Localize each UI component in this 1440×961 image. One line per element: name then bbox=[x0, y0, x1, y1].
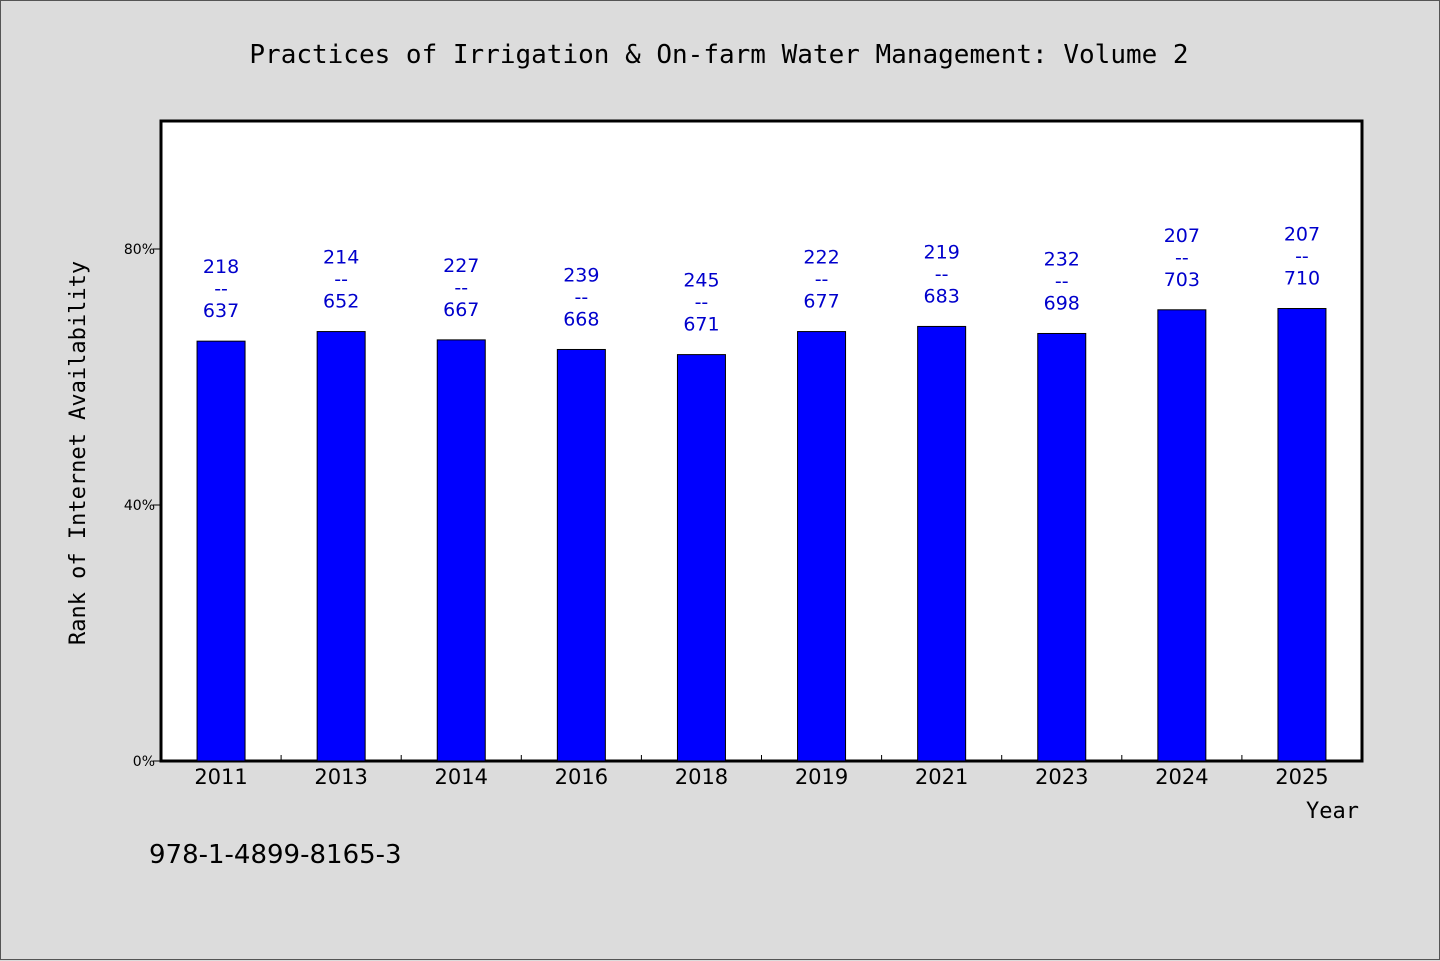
x-tick-label: 2025 bbox=[1275, 765, 1328, 789]
bar-2011 bbox=[196, 340, 246, 762]
data-label-bottom: 683 bbox=[924, 285, 960, 307]
x-tick-label: 2021 bbox=[915, 765, 968, 789]
data-label-separator: -- bbox=[454, 277, 468, 299]
data-label-top: 207 bbox=[1284, 224, 1320, 246]
data-label-top: 207 bbox=[1164, 225, 1200, 247]
y-axis-ticks: 0% 40% 80% bbox=[124, 242, 161, 770]
x-tick-label: 2019 bbox=[795, 765, 848, 789]
data-label-top: 232 bbox=[1044, 248, 1080, 270]
data-label-separator: -- bbox=[1175, 247, 1189, 269]
bars bbox=[196, 308, 1327, 762]
bar-2019 bbox=[797, 331, 847, 762]
data-label-bottom: 652 bbox=[323, 291, 359, 313]
data-labels: 218--637214--652227--667239--668245--671… bbox=[203, 224, 1320, 336]
data-label-separator: -- bbox=[1055, 270, 1069, 292]
data-label-separator: -- bbox=[334, 269, 348, 291]
data-label-top: 227 bbox=[443, 255, 479, 277]
data-label-separator: -- bbox=[214, 278, 228, 300]
x-tick-label: 2023 bbox=[1035, 765, 1088, 789]
isbn-text: 978-1-4899-8165-3 bbox=[149, 840, 402, 870]
x-tick-label: 2018 bbox=[675, 765, 728, 789]
data-label-top: 245 bbox=[683, 270, 719, 292]
data-label-separator: -- bbox=[574, 286, 588, 308]
bar-2018 bbox=[676, 354, 726, 762]
y-tick-label: 0% bbox=[133, 754, 155, 770]
data-label-bottom: 703 bbox=[1164, 269, 1200, 291]
data-label-top: 218 bbox=[203, 256, 239, 278]
data-label-top: 214 bbox=[323, 247, 359, 269]
y-tick-label: 80% bbox=[124, 242, 155, 258]
data-label-bottom: 668 bbox=[563, 308, 599, 330]
x-axis-label: Year bbox=[1306, 799, 1359, 824]
data-label-bottom: 710 bbox=[1284, 268, 1320, 290]
data-label-bottom: 698 bbox=[1044, 292, 1080, 314]
data-label-top: 219 bbox=[924, 241, 960, 263]
bar-2014 bbox=[436, 339, 486, 762]
data-label-separator: -- bbox=[1295, 246, 1309, 268]
data-label-bottom: 671 bbox=[683, 314, 719, 336]
bar-2023 bbox=[1037, 332, 1087, 762]
x-axis-ticks: 2011 2013 2014 2016 2018 2019 2021 2023 2024 2025 bbox=[194, 755, 1329, 789]
data-label-top: 239 bbox=[563, 264, 599, 286]
x-tick-label: 2024 bbox=[1155, 765, 1208, 789]
bar-2021 bbox=[917, 325, 967, 762]
y-tick-label: 40% bbox=[124, 498, 155, 514]
data-label-bottom: 677 bbox=[803, 291, 839, 313]
data-label-separator: -- bbox=[695, 292, 709, 314]
x-tick-label: 2013 bbox=[314, 765, 367, 789]
chart-title: Practices of Irrigation & On-farm Water … bbox=[249, 40, 1188, 70]
bar-2013 bbox=[316, 331, 366, 762]
data-label-separator: -- bbox=[935, 263, 949, 285]
bar-2024 bbox=[1157, 309, 1207, 762]
y-axis-label: Rank of Internet Availability bbox=[66, 261, 91, 645]
data-label-bottom: 637 bbox=[203, 300, 239, 322]
data-label-bottom: 667 bbox=[443, 299, 479, 321]
data-label-top: 222 bbox=[803, 247, 839, 269]
data-label-separator: -- bbox=[815, 269, 829, 291]
bar-2025 bbox=[1277, 308, 1327, 762]
x-tick-label: 2016 bbox=[555, 765, 608, 789]
x-tick-label: 2011 bbox=[194, 765, 247, 789]
bar-2016 bbox=[556, 348, 606, 762]
x-tick-label: 2014 bbox=[435, 765, 488, 789]
